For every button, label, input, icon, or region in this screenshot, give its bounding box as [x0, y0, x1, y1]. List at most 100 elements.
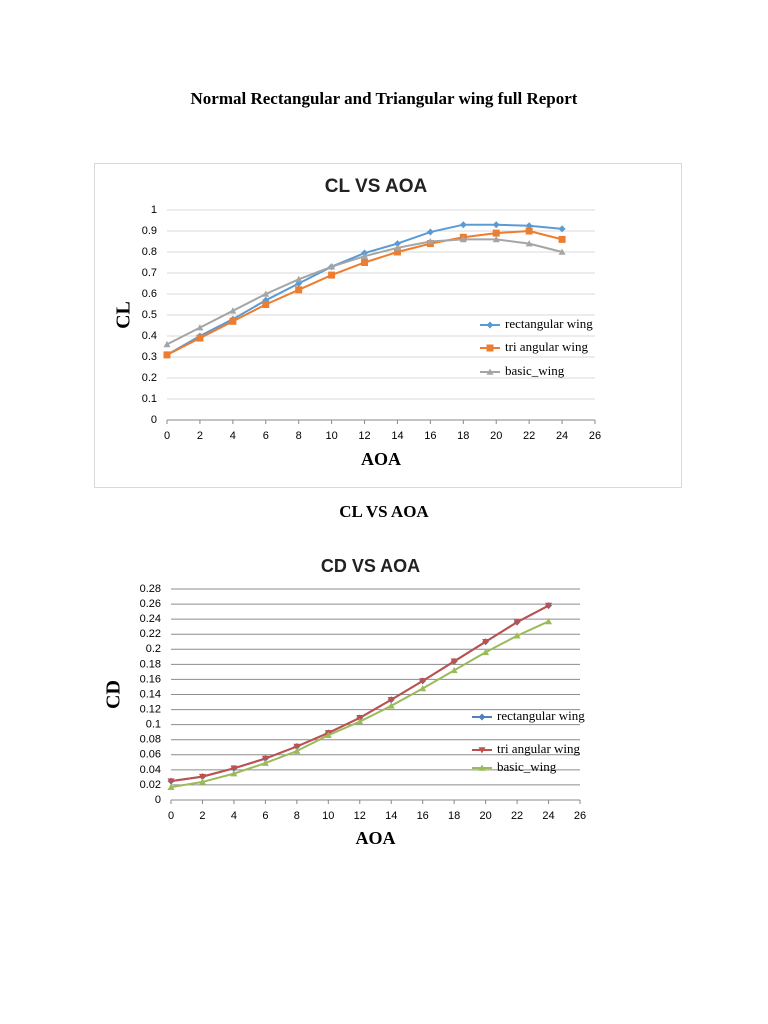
data-point	[356, 718, 364, 725]
x-tick-label: 6	[263, 430, 269, 442]
x-tick-label: 2	[197, 430, 203, 442]
y-tick-label: 0.2	[146, 643, 161, 655]
data-point	[324, 731, 332, 738]
data-point	[328, 271, 336, 279]
page-title: Normal Rectangular and Triangular wing f…	[191, 89, 578, 108]
x-tick-label: 14	[391, 430, 403, 442]
y-tick-label: 0	[151, 414, 157, 426]
data-point	[262, 301, 270, 308]
y-tick-label: 0.8	[142, 246, 157, 258]
data-point	[482, 638, 490, 646]
data-point	[229, 317, 237, 325]
y-tick-label: 0.08	[140, 734, 161, 746]
x-tick-label: 4	[230, 430, 236, 442]
y-tick-label: 0.26	[140, 598, 161, 610]
data-point	[558, 248, 566, 255]
chart-title: CD VS AOA	[321, 556, 420, 576]
data-point	[261, 755, 269, 763]
data-point	[196, 324, 204, 331]
data-point	[459, 221, 467, 229]
data-point	[229, 307, 237, 314]
data-point	[482, 648, 490, 656]
data-point	[492, 221, 500, 229]
data-point	[163, 351, 171, 359]
data-point	[492, 229, 500, 237]
x-tick-label: 24	[556, 430, 568, 442]
data-point	[230, 770, 238, 777]
data-point	[387, 702, 395, 709]
data-point	[545, 602, 553, 610]
data-point	[295, 275, 303, 283]
x-tick-label: 20	[490, 430, 502, 442]
data-point	[558, 235, 566, 243]
legend-label: tri angular wing	[497, 741, 581, 756]
y-tick-label: 0.3	[142, 351, 157, 363]
y-tick-label: 0.28	[140, 583, 161, 595]
data-point	[361, 259, 369, 266]
data-point	[293, 743, 301, 750]
data-point	[459, 235, 467, 243]
series-line	[170, 620, 549, 789]
x-tick-label: 6	[262, 810, 268, 822]
y-tick-label: 0.22	[140, 628, 161, 640]
y-axis-label: CD	[103, 680, 125, 709]
y-tick-label: 0.5	[142, 309, 157, 321]
y-tick-label: 1	[151, 204, 157, 216]
data-point	[426, 228, 434, 236]
x-tick-label: 16	[424, 430, 436, 442]
legend-marker	[478, 713, 486, 721]
legend-marker	[478, 764, 486, 771]
data-point	[545, 617, 553, 625]
x-tick-label: 24	[542, 810, 554, 822]
y-axis-label: CL	[113, 301, 135, 329]
data-point	[525, 227, 533, 235]
data-point	[387, 696, 395, 704]
x-tick-label: 14	[385, 810, 397, 822]
x-tick-label: 12	[358, 430, 370, 442]
x-tick-label: 18	[457, 430, 469, 442]
x-tick-label: 8	[296, 430, 302, 442]
x-tick-label: 0	[164, 430, 170, 442]
x-tick-label: 22	[523, 430, 535, 442]
x-tick-label: 10	[325, 430, 337, 442]
chart-title: CL VS AOA	[325, 176, 428, 197]
y-tick-label: 0.16	[140, 673, 161, 685]
legend-marker	[478, 747, 486, 754]
data-point	[513, 619, 521, 626]
data-point	[167, 778, 175, 785]
data-point	[295, 286, 303, 294]
data-point	[419, 684, 427, 692]
legend-label: basic_wing	[497, 759, 557, 774]
legend-label: basic_wing	[505, 363, 565, 378]
data-point	[419, 678, 427, 685]
data-point	[492, 235, 500, 243]
data-point	[198, 778, 206, 785]
data-point	[450, 666, 458, 674]
x-tick-label: 16	[417, 810, 429, 822]
y-tick-label: 0.06	[140, 749, 161, 761]
x-tick-label: 10	[322, 810, 334, 822]
legend-marker	[486, 344, 494, 352]
data-point	[163, 340, 171, 348]
data-point	[230, 765, 238, 772]
data-point	[361, 252, 369, 259]
legend-label: tri angular wing	[505, 339, 589, 354]
y-tick-label: 0.1	[142, 393, 157, 405]
x-tick-label: 8	[294, 810, 300, 822]
legend-label: rectangular wing	[497, 708, 585, 723]
legend-marker	[486, 321, 494, 329]
legend-marker	[486, 368, 494, 375]
data-point	[328, 263, 336, 270]
y-tick-label: 0.2	[142, 372, 157, 384]
legend-label: rectangular wing	[505, 316, 593, 331]
x-tick-label: 22	[511, 810, 523, 822]
data-point	[167, 783, 175, 790]
y-tick-label: 0.12	[140, 703, 161, 715]
y-tick-label: 0.14	[140, 688, 161, 700]
y-tick-label: 0.9	[142, 225, 157, 237]
y-tick-label: 0.18	[140, 658, 161, 670]
x-tick-label: 26	[574, 810, 586, 822]
x-axis-label: AOA	[356, 828, 396, 848]
